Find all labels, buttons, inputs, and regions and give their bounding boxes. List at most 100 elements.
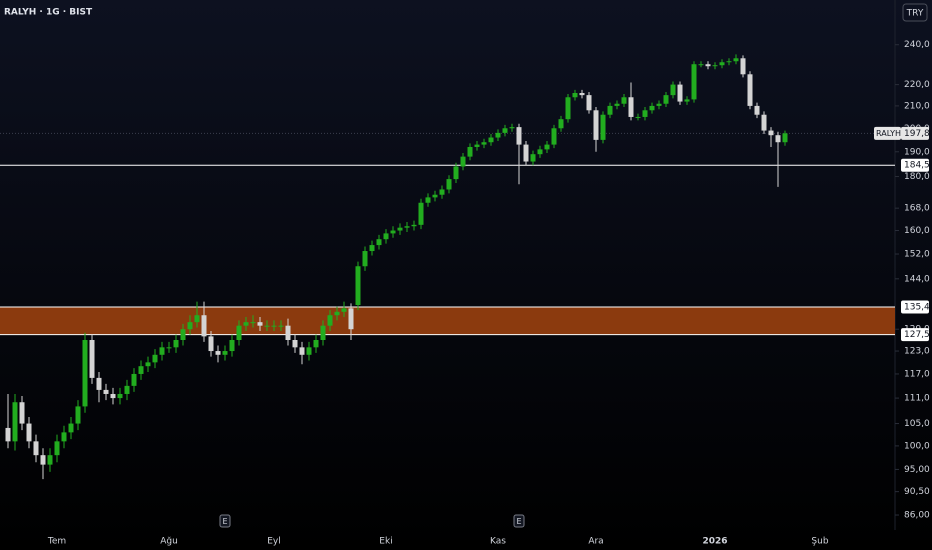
candle-body [222, 351, 228, 355]
candle-body [614, 103, 620, 106]
candle-body [607, 105, 613, 115]
event-label: E [222, 517, 227, 526]
candle-body [61, 432, 67, 442]
candle-body [208, 336, 214, 352]
candle-body [432, 194, 438, 198]
y-tick-label: 160,0 [904, 226, 930, 236]
candle-body [474, 144, 480, 147]
candle-body [313, 340, 319, 348]
candle-body [383, 233, 389, 240]
candle-body [40, 455, 46, 465]
line-label-box [901, 158, 929, 172]
candle-body [481, 142, 487, 145]
candle-body [243, 322, 249, 326]
y-tick-label: 190,0 [904, 147, 930, 157]
x-tick-label: 2026 [702, 537, 727, 547]
candle-body [327, 315, 333, 326]
candle-body [649, 105, 655, 111]
x-tick-label: Ara [588, 537, 603, 547]
zone [0, 307, 895, 335]
candle-body [89, 340, 95, 378]
candle-body [600, 114, 606, 140]
candle-body [551, 128, 557, 145]
candle-body [250, 322, 256, 324]
currency-button[interactable] [902, 3, 928, 22]
candle-body [166, 347, 172, 349]
candle-body [306, 347, 312, 355]
x-tick-label: Şub [811, 537, 828, 547]
x-tick-label: Ağu [160, 537, 178, 547]
candle-body [579, 93, 585, 96]
candle-body [348, 308, 354, 330]
candle-body [320, 325, 326, 341]
candle-body [187, 322, 193, 330]
x-tick-label: Eyl [267, 537, 281, 547]
last-price-label-box [901, 126, 929, 140]
candle-body [68, 423, 74, 433]
candle-body [33, 441, 39, 456]
y-tick-label: 220,0 [904, 80, 930, 90]
y-tick-label: 105,0 [904, 419, 930, 429]
y-tick-label: 86,00 [904, 511, 930, 521]
candle-body [642, 110, 648, 117]
candle-body [628, 97, 634, 117]
symbol-tag: RALYH [876, 129, 901, 138]
candle-body [418, 202, 424, 225]
candle-body [530, 154, 536, 162]
candle-body [47, 455, 53, 465]
line-label-text: 184,5 [904, 161, 930, 171]
candle-body [705, 64, 711, 67]
candle-body [775, 135, 781, 143]
candle-body [537, 149, 543, 155]
candle-body [397, 227, 403, 231]
candle-body [544, 144, 550, 150]
zone-high-label-text: 135,4 [904, 303, 930, 313]
candle-body [117, 393, 123, 399]
candle-body [110, 393, 116, 399]
candle-body [488, 137, 494, 143]
candle-body [740, 58, 746, 75]
candle-body [558, 119, 564, 129]
candle-body [145, 362, 151, 367]
candle-body [341, 308, 347, 312]
symbol-tag-box [874, 126, 901, 140]
candle-body [215, 351, 221, 355]
candle-body [82, 340, 88, 407]
candle-body [446, 179, 452, 190]
candle-body [593, 110, 599, 140]
candle-body [334, 311, 340, 316]
currency-label[interactable]: TRY [906, 9, 924, 19]
candle-body [257, 322, 263, 326]
candle-body [5, 427, 11, 442]
candle-body [586, 95, 592, 111]
y-tick-label: 111,0 [904, 394, 930, 404]
candle-body [677, 84, 683, 102]
y-tick-label: 90,50 [904, 487, 930, 497]
candle-body [698, 64, 704, 66]
candle-body [131, 373, 137, 386]
candle-body [565, 97, 571, 120]
candle-body [54, 441, 60, 456]
last-price-label-text: 197,8 [904, 129, 930, 139]
x-tick-label: Eki [379, 537, 392, 547]
candle-body [369, 245, 375, 252]
candle-body [509, 127, 515, 129]
y-tick-label: 168,0 [904, 204, 930, 214]
candle-body [726, 61, 732, 63]
candle-body [572, 93, 578, 98]
candle-body [75, 406, 81, 424]
y-tick-label: 117,0 [904, 369, 930, 379]
candle-body [467, 146, 473, 157]
chart-title: RALYH · 1G · BIST [4, 8, 93, 18]
zone-low-label-text: 127,5 [904, 330, 930, 340]
candle-body [201, 315, 207, 337]
candle-body [236, 325, 242, 341]
candle-body [138, 366, 144, 374]
candle-body [229, 340, 235, 352]
x-tick-label: Tem [47, 537, 66, 547]
candle-body [411, 224, 417, 227]
candle-body [754, 105, 760, 115]
y-tick-label: 123,0 [904, 347, 930, 357]
